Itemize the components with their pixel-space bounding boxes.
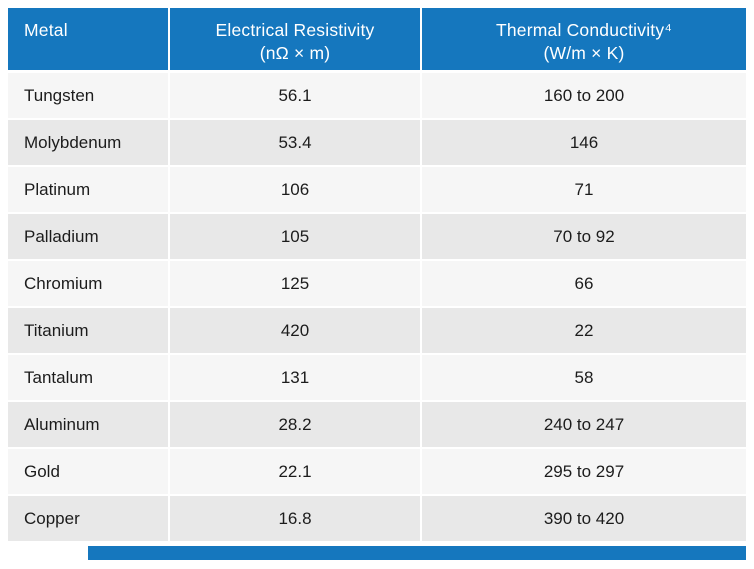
header-resistivity-title: Electrical Resistivity [215, 20, 375, 40]
header-metal-label: Metal [24, 20, 68, 40]
conductivity-cell: 71 [422, 167, 746, 212]
conductivity-cell: 146 [422, 120, 746, 165]
metal-cell: Aluminum [8, 402, 168, 447]
table-row: Tantalum 131 58 [8, 355, 746, 400]
table-row: Copper 16.8 390 to 420 [8, 496, 746, 541]
header-resistivity-unit: (nΩ × m) [259, 42, 331, 63]
resistivity-cell: 22.1 [170, 449, 420, 494]
metal-cell: Platinum [8, 167, 168, 212]
next-section-header-strip [88, 546, 746, 560]
table-row: Tungsten 56.1 160 to 200 [8, 73, 746, 118]
resistivity-cell: 56.1 [170, 73, 420, 118]
table-row: Platinum 106 71 [8, 167, 746, 212]
header-electrical-resistivity: Electrical Resistivity (nΩ × m) [170, 8, 420, 70]
resistivity-cell: 420 [170, 308, 420, 353]
resistivity-cell: 125 [170, 261, 420, 306]
resistivity-cell: 53.4 [170, 120, 420, 165]
conductivity-cell: 390 to 420 [422, 496, 746, 541]
metal-cell: Tungsten [8, 73, 168, 118]
table-body: Tungsten 56.1 160 to 200 Molybdenum 53.4… [8, 73, 746, 543]
conductivity-cell: 66 [422, 261, 746, 306]
table-row: Chromium 125 66 [8, 261, 746, 306]
conductivity-cell: 58 [422, 355, 746, 400]
metal-cell: Gold [8, 449, 168, 494]
table-row: Gold 22.1 295 to 297 [8, 449, 746, 494]
table-row: Palladium 105 70 to 92 [8, 214, 746, 259]
resistivity-cell: 28.2 [170, 402, 420, 447]
conductivity-cell: 22 [422, 308, 746, 353]
resistivity-cell: 105 [170, 214, 420, 259]
metal-cell: Copper [8, 496, 168, 541]
resistivity-cell: 16.8 [170, 496, 420, 541]
table-row: Titanium 420 22 [8, 308, 746, 353]
table-row: Aluminum 28.2 240 to 247 [8, 402, 746, 447]
conductivity-cell: 70 to 92 [422, 214, 746, 259]
conductivity-cell: 240 to 247 [422, 402, 746, 447]
table-header-row: Metal Electrical Resistivity (nΩ × m) Th… [8, 8, 746, 70]
header-metal: Metal [8, 8, 168, 70]
header-conductivity-title: Thermal Conductivity⁴ [495, 20, 673, 40]
metal-cell: Titanium [8, 308, 168, 353]
metal-cell: Chromium [8, 261, 168, 306]
resistivity-cell: 106 [170, 167, 420, 212]
resistivity-cell: 131 [170, 355, 420, 400]
conductivity-cell: 160 to 200 [422, 73, 746, 118]
header-thermal-conductivity: Thermal Conductivity⁴ (W/m × K) [422, 8, 746, 70]
table-row: Molybdenum 53.4 146 [8, 120, 746, 165]
conductivity-cell: 295 to 297 [422, 449, 746, 494]
metal-cell: Palladium [8, 214, 168, 259]
metal-cell: Tantalum [8, 355, 168, 400]
metal-cell: Molybdenum [8, 120, 168, 165]
header-conductivity-unit: (W/m × K) [543, 42, 625, 63]
